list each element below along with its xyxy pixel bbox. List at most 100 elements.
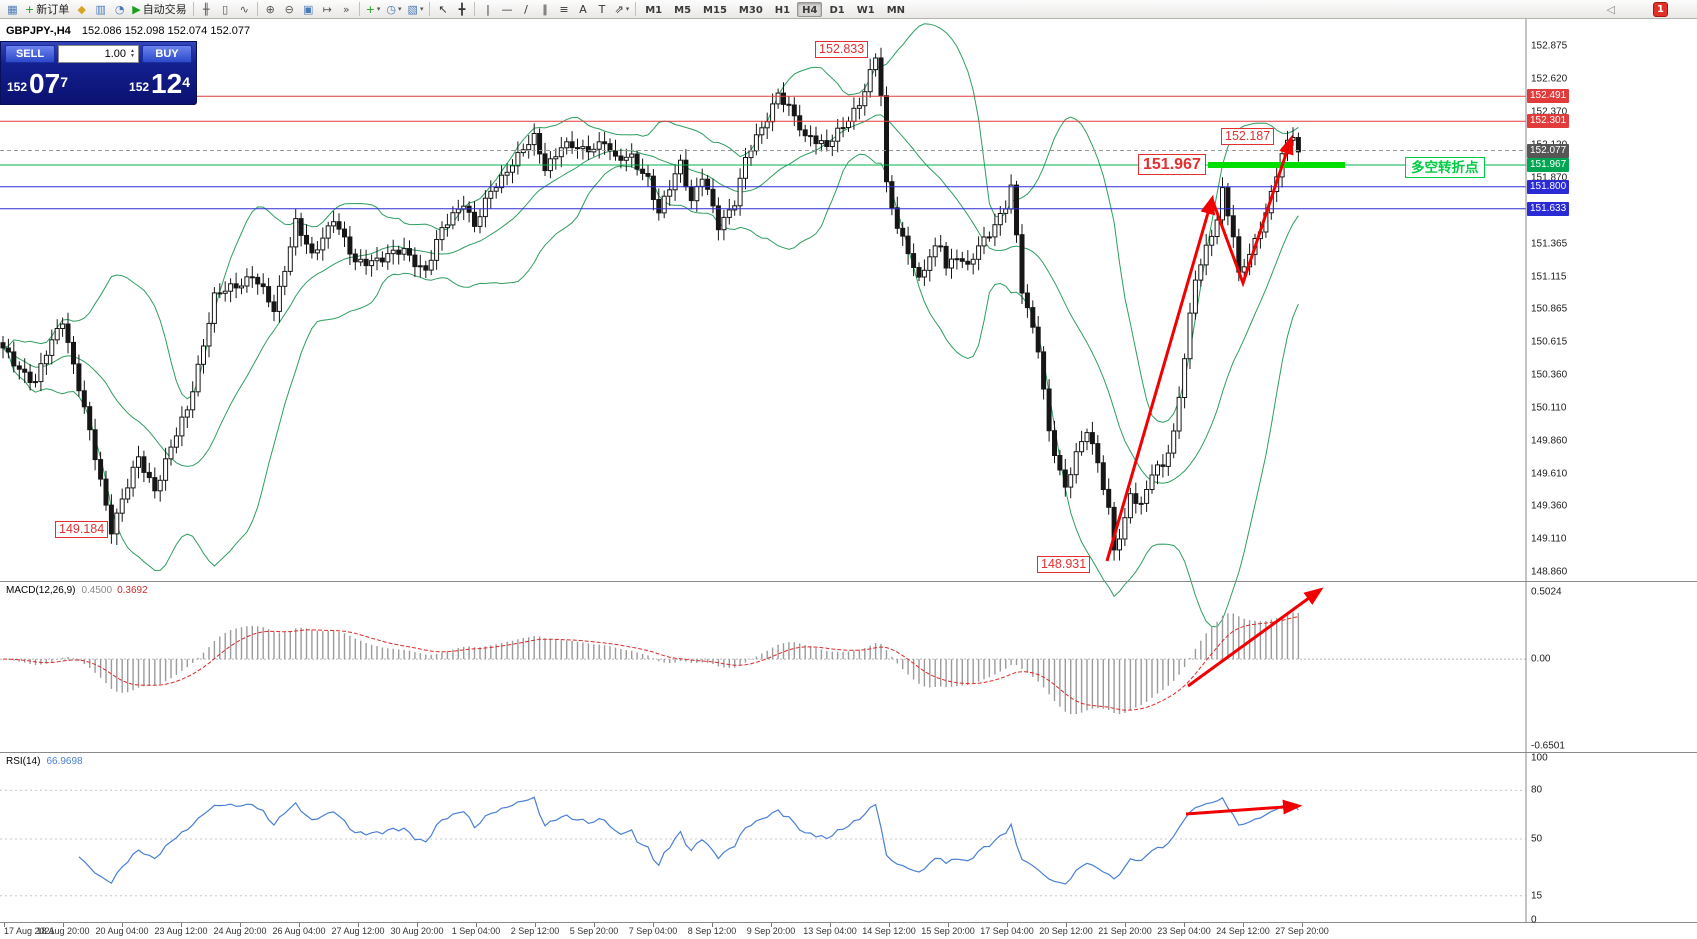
buy-price-main: 12: [151, 68, 183, 99]
volume-spinner[interactable]: ▲ ▼: [130, 49, 135, 59]
macd-name: MACD(12,26,9): [6, 585, 76, 596]
volume-input[interactable]: 1.00 ▲ ▼: [58, 45, 139, 63]
rsi-value: 66.9698: [46, 756, 83, 767]
price-axis[interactable]: [1526, 19, 1697, 923]
price-label-152833[interactable]: 152.833: [815, 41, 869, 58]
terminal-icon: ▥: [95, 2, 106, 16]
buy-price-prefix: 152: [129, 80, 150, 94]
sell-price[interactable]: 152 07 7: [7, 65, 68, 99]
tile-windows-icon[interactable]: ▣: [299, 1, 318, 18]
toolbar-separator: [429, 2, 431, 16]
timeframe-h1-button[interactable]: H1: [774, 4, 791, 16]
cursor-icon[interactable]: ↖: [433, 1, 452, 18]
macd-panel[interactable]: [0, 582, 1526, 753]
new-chart-icon[interactable]: ▦: [3, 1, 22, 18]
price-label-152187[interactable]: 152.187: [1221, 128, 1275, 145]
strategy-tester-icon[interactable]: ◔: [110, 1, 129, 18]
toolbar-separator: [256, 2, 258, 16]
bar-chart-icon: ╫: [202, 2, 210, 16]
zoom-out-icon: ⊖: [284, 2, 294, 16]
timeframe-mn-button[interactable]: MN: [886, 4, 906, 16]
toolbar-separator: [635, 2, 637, 16]
rsi-name: RSI(14): [6, 756, 41, 767]
price-label-151967[interactable]: 151.967: [1138, 154, 1206, 175]
auto-trading-icon: ▶: [132, 2, 141, 16]
spin-down-icon[interactable]: ▼: [130, 53, 135, 59]
indicators-icon[interactable]: + ▾: [363, 1, 384, 18]
chart-shift-icon: »: [342, 2, 350, 16]
crosshair-icon[interactable]: ╋: [452, 1, 471, 18]
templates-icon: ▧: [407, 2, 418, 16]
auto-scroll-icon[interactable]: ↦: [318, 1, 337, 18]
chart-shift-icon[interactable]: »: [337, 1, 356, 18]
auto-trading-button[interactable]: ▶ 自动交易: [129, 1, 189, 18]
price-label-148931[interactable]: 148.931: [1037, 556, 1091, 573]
timeframe-m30-button[interactable]: M30: [738, 4, 763, 16]
indicators-icon: +: [365, 2, 375, 16]
toolbar-separator: [358, 2, 360, 16]
timeframe-d1-button[interactable]: D1: [829, 4, 845, 16]
turning-point-label[interactable]: 多空转折点: [1405, 157, 1485, 178]
sell-price-pip: 7: [60, 74, 68, 90]
periods-icon[interactable]: ◷ ▾: [383, 1, 404, 18]
arrows-icon[interactable]: ⇗ ▾: [611, 1, 632, 18]
candlestick-chart-icon[interactable]: ▯: [216, 1, 235, 18]
channel-icon[interactable]: ∥: [535, 1, 554, 18]
cursor-icon: ↖: [438, 2, 448, 16]
indicators-icon-dropdown-caret[interactable]: ▾: [376, 5, 381, 13]
crosshair-icon: ╋: [458, 2, 466, 16]
chart-profile-icon: ◆: [77, 2, 86, 16]
line-chart-icon[interactable]: ∿: [235, 1, 254, 18]
time-axis[interactable]: [0, 923, 1697, 939]
buy-button[interactable]: BUY: [142, 45, 192, 63]
ohlc-values: 152.086 152.098 152.074 152.077: [81, 25, 251, 37]
horizontal-line-icon[interactable]: —: [497, 1, 516, 18]
notification-badge[interactable]: 1: [1653, 1, 1668, 17]
zoom-in-icon: ⊕: [265, 2, 275, 16]
main-chart-panel[interactable]: [0, 19, 1526, 582]
timeframe-m5-button[interactable]: M5: [674, 4, 692, 16]
trendline-icon[interactable]: /: [516, 1, 535, 18]
sell-button[interactable]: SELL: [5, 45, 55, 63]
line-chart-icon: ∿: [239, 2, 249, 16]
trendline-icon: /: [524, 2, 528, 16]
speaker-icon[interactable]: ◁: [1606, 2, 1615, 16]
timeframe-w1-button[interactable]: W1: [856, 4, 875, 16]
terminal-icon[interactable]: ▥: [91, 1, 110, 18]
templates-icon-dropdown-caret[interactable]: ▾: [419, 5, 424, 13]
chart-profile-icon[interactable]: ◆: [72, 1, 91, 18]
toolbar: ▦ + 新订单 ◆ ▥ ◔ ▶ 自动交易 ╫ ▯ ∿ ⊕ ⊖ ▣ ↦» + ▾ ◷ ▾ ▧ ▾ ↖ ╋ | — / ∥ ≡ A T ⇗ ▾ M1…: [0, 0, 1697, 19]
arrows-icon-dropdown-caret[interactable]: ▾: [625, 5, 630, 13]
new-order-button[interactable]: + 新订单: [22, 1, 72, 18]
sell-price-main: 07: [29, 68, 61, 99]
buy-price[interactable]: 152 12 4: [129, 65, 190, 99]
vertical-line-icon[interactable]: |: [478, 1, 497, 18]
periods-icon-dropdown-caret[interactable]: ▾: [398, 5, 402, 13]
zoom-out-icon[interactable]: ⊖: [280, 1, 299, 18]
buy-price-pip: 4: [182, 74, 190, 90]
zoom-in-icon[interactable]: ⊕: [261, 1, 280, 18]
templates-icon[interactable]: ▧ ▾: [405, 1, 427, 18]
horizontal-line-icon: —: [501, 2, 513, 16]
toolbar-right-icons: ◁ 1: [1606, 1, 1694, 17]
candlestick-chart-icon: ▯: [222, 2, 229, 16]
macd-main-value: 0.4500: [81, 585, 113, 596]
strategy-tester-icon: ◔: [114, 2, 125, 16]
vertical-line-icon: |: [486, 2, 490, 16]
label-icon[interactable]: T: [592, 1, 611, 18]
fibonacci-icon[interactable]: ≡: [554, 1, 573, 18]
price-label-149184[interactable]: 149.184: [55, 521, 109, 538]
periods-icon: ◷: [386, 2, 397, 16]
timeframe-h4-button[interactable]: H4: [797, 1, 823, 17]
toolbar-separator: [192, 2, 194, 16]
one-click-prices-row: 152 07 7 152 12 4: [1, 65, 196, 99]
timeframe-m1-button[interactable]: M1: [645, 4, 663, 16]
channel-icon: ∥: [542, 2, 548, 16]
one-click-trading-panel: SELL 1.00 ▲ ▼ BUY 152 07 7 152 12 4: [0, 41, 197, 105]
text-icon[interactable]: A: [573, 1, 592, 18]
timeframe-m15-button[interactable]: M15: [703, 4, 727, 16]
bar-chart-icon[interactable]: ╫: [197, 1, 216, 18]
toolbar-separator: [474, 2, 476, 16]
rsi-panel[interactable]: [0, 753, 1526, 923]
